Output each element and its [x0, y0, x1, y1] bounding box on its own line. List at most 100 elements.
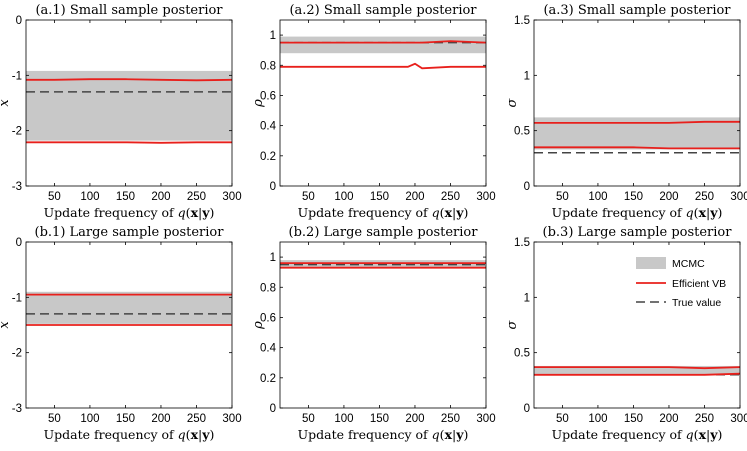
- x-tick-label: 300: [222, 191, 241, 203]
- y-tick-label: -3: [12, 181, 22, 193]
- y-tick-label: 0.5: [514, 348, 530, 360]
- y-tick-label: 0.6: [260, 312, 276, 324]
- axes-frame: [25, 241, 233, 409]
- x-axis-label: Update frequency of q(x|y): [44, 205, 215, 220]
- x-tick-label: 150: [624, 191, 643, 203]
- y-tick-label: 0: [16, 15, 22, 27]
- legend: MCMC Efficient VB True value: [636, 257, 726, 309]
- y-tick-label: 0: [524, 403, 530, 415]
- x-tick-label: 100: [588, 413, 607, 425]
- y-tick-label: 1: [270, 252, 276, 264]
- x-tick-label: 100: [334, 191, 353, 203]
- axes-frame: [279, 241, 487, 409]
- x-tick-label: 200: [151, 413, 170, 425]
- y-tick-label: 0: [16, 237, 22, 249]
- x-axis-label: Update frequency of q(x|y): [552, 427, 723, 442]
- vb-lower-line: [534, 146, 740, 150]
- y-axis-label: ρ: [251, 321, 266, 330]
- panel-title: (a.3) Small sample posterior: [543, 3, 731, 18]
- y-tick-label: 0: [270, 181, 276, 193]
- x-tick-label: 150: [116, 191, 135, 203]
- x-tick-label: 250: [187, 413, 206, 425]
- x-tick-label: 200: [659, 413, 678, 425]
- axes-frame: [279, 19, 487, 187]
- y-tick-label: 0: [270, 403, 276, 415]
- axes-frame: [533, 241, 741, 409]
- legend-label-vb: Efficient VB: [672, 278, 726, 290]
- y-tick-label: 0.8: [260, 60, 276, 72]
- x-tick-label: 200: [151, 191, 170, 203]
- vb-upper-line: [280, 40, 487, 44]
- x-tick-label: 50: [302, 413, 315, 425]
- x-axis-label: Update frequency of q(x|y): [44, 427, 215, 442]
- y-tick-label: 0.2: [260, 151, 276, 163]
- y-axis-label: x̄: [0, 99, 12, 107]
- x-tick-label: 250: [441, 191, 460, 203]
- x-tick-label: 150: [116, 413, 135, 425]
- y-tick-label: 0.6: [260, 90, 276, 102]
- panel-title: (b.2) Large sample posterior: [289, 225, 479, 240]
- axes-frame: [25, 19, 233, 187]
- x-tick-label: 150: [370, 191, 389, 203]
- x-tick-label: 150: [624, 413, 643, 425]
- vb-upper-line: [534, 120, 740, 124]
- x-tick-label: 200: [659, 191, 678, 203]
- vb-upper-line: [534, 366, 741, 370]
- panel-title: (b.1) Large sample posterior: [35, 225, 225, 240]
- y-axis-label: σ: [505, 319, 520, 329]
- x-axis-label: Update frequency of q(x|y): [298, 427, 469, 442]
- panel-a3: 50 100 150 200 250 300 0 0.5 1 1.5 (a.3) Small sam…: [505, 3, 747, 220]
- x-tick-label: 200: [405, 191, 424, 203]
- x-tick-label: 150: [370, 413, 389, 425]
- x-tick-label: 100: [80, 191, 99, 203]
- x-tick-label: 250: [695, 413, 714, 425]
- panel-a2: 50 100 150 200 250 300 0 0.2 0.4 0.6 0.8 1 (a.2) Sma…: [251, 3, 496, 220]
- x-tick-label: 300: [476, 191, 495, 203]
- x-tick-label: 100: [80, 413, 99, 425]
- x-tick-label: 250: [187, 191, 206, 203]
- mcmc-band: [26, 291, 232, 324]
- panel-title: (a.1) Small sample posterior: [35, 3, 223, 18]
- y-tick-label: -2: [12, 348, 22, 360]
- y-tick-label: 0.8: [260, 282, 276, 294]
- y-tick-label: 1.5: [514, 15, 530, 27]
- y-axis-label: σ: [505, 97, 520, 107]
- vb-lower-line: [534, 372, 741, 376]
- panel-b2: 50 100 150 200 250 300 0 0.2 0.4 0.6 0.8 1 (b.2) Lar…: [251, 225, 496, 442]
- panel-title: (b.3) Large sample posterior: [543, 225, 733, 240]
- legend-swatch-mcmc: [636, 257, 666, 269]
- vb-upper-line: [26, 78, 233, 82]
- mcmc-band: [26, 70, 232, 141]
- x-tick-label: 50: [556, 413, 569, 425]
- x-tick-label: 50: [302, 191, 315, 203]
- y-tick-label: 0.5: [514, 126, 530, 138]
- panel-title: (a.2) Small sample posterior: [289, 3, 477, 18]
- vb-lower-line: [26, 141, 232, 144]
- x-tick-label: 50: [556, 191, 569, 203]
- y-axis-label: x̄: [0, 321, 12, 329]
- legend-label-mcmc: MCMC: [672, 258, 705, 270]
- x-tick-label: 50: [48, 413, 61, 425]
- x-tick-label: 100: [334, 413, 353, 425]
- y-tick-label: -1: [12, 292, 22, 304]
- y-tick-label: 1: [270, 30, 276, 42]
- x-tick-label: 300: [222, 413, 241, 425]
- mcmc-band: [280, 36, 486, 54]
- y-tick-label: 1.5: [514, 237, 530, 249]
- y-tick-label: 0.4: [260, 343, 277, 355]
- x-tick-label: 250: [695, 191, 714, 203]
- y-tick-label: -1: [12, 70, 22, 82]
- y-tick-label: 1: [524, 70, 530, 82]
- y-tick-label: 0: [524, 181, 530, 193]
- x-axis-label: Update frequency of q(x|y): [298, 205, 469, 220]
- y-tick-label: 0.4: [260, 121, 277, 133]
- legend-label-truth: True value: [672, 297, 721, 309]
- x-axis-label: Update frequency of q(x|y): [552, 205, 723, 220]
- panel-b3: 50 100 150 200 250 300 0 0.5 1 1.5 (b.3) Large sam…: [505, 225, 747, 442]
- y-tick-label: -2: [12, 126, 22, 138]
- x-tick-label: 300: [476, 413, 495, 425]
- axes-frame: [533, 19, 741, 187]
- y-tick-label: 1: [524, 292, 530, 304]
- x-tick-label: 300: [730, 191, 747, 203]
